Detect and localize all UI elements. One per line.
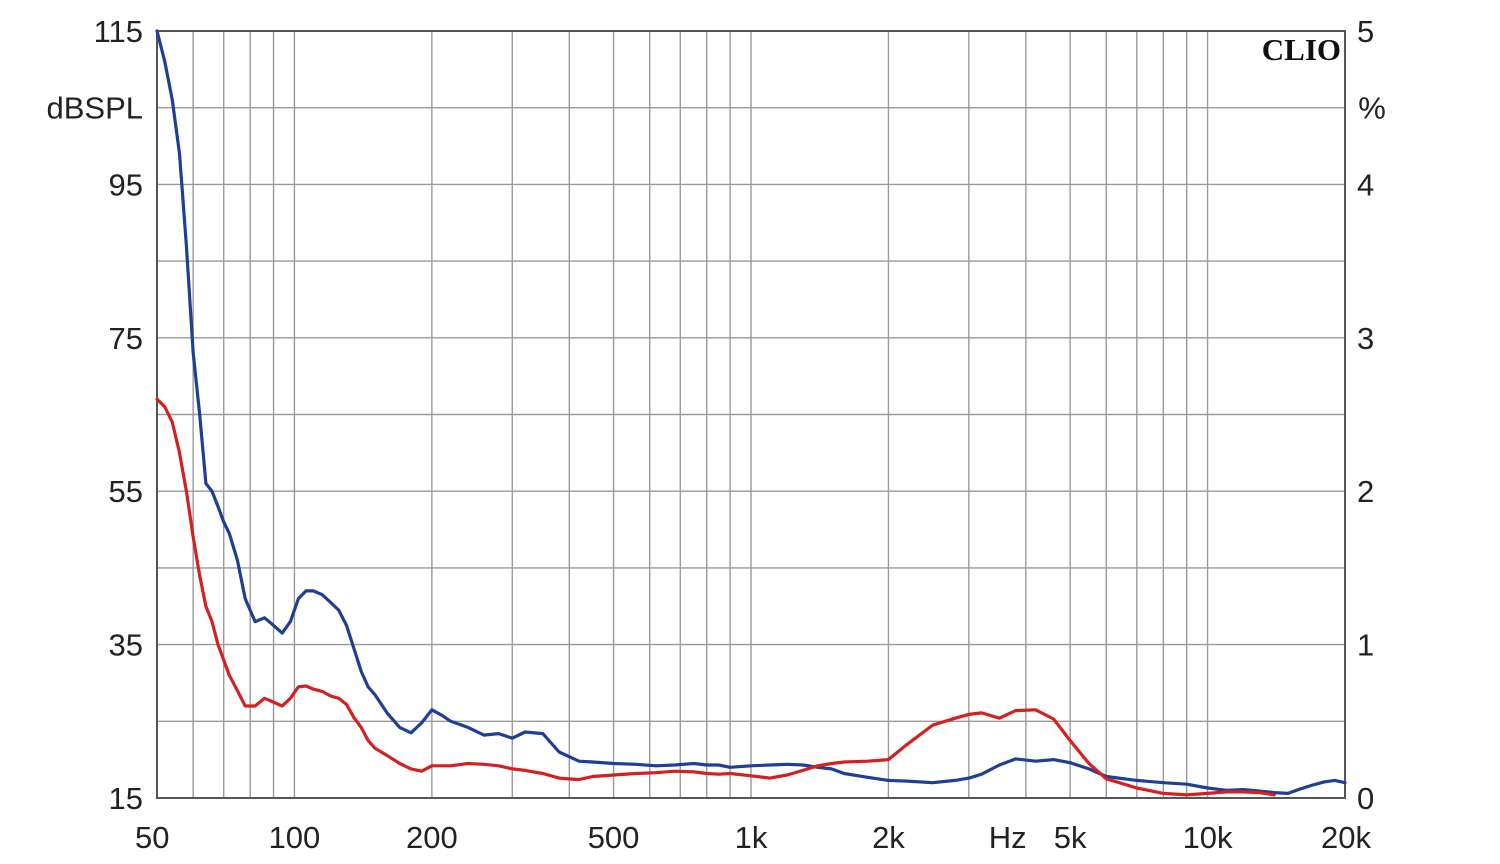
series-layer: [155, 29, 1347, 797]
y-tick-label-left: 35: [109, 628, 143, 663]
plot-frame: [156, 30, 1346, 799]
y-tick-label-left: 115: [94, 14, 143, 49]
x-axis-label: Hz: [989, 820, 1027, 855]
y-tick-label-right: 1: [1357, 628, 1374, 663]
axis-labels: dBSPL % Hz CLIO 15 35 55 75 95 115 0 1 2 3 4 5 50 100…: [46, 14, 1385, 855]
y-tick-label-right: 4: [1357, 167, 1374, 202]
y-tick-label-left: 95: [109, 167, 143, 202]
x-tick-label: 50: [135, 820, 169, 855]
y-axis-label-right: %: [1358, 91, 1386, 126]
series-line-2: [155, 397, 1276, 797]
x-tick-label: 200: [406, 820, 458, 855]
y-tick-label-right: 3: [1357, 321, 1374, 356]
y-tick-label-left: 15: [109, 781, 143, 816]
y-tick-label-right: 0: [1357, 781, 1374, 816]
x-tick-label: 20k: [1321, 820, 1371, 855]
y-tick-label-right: 2: [1357, 474, 1374, 509]
y-tick-label-left: 75: [109, 321, 143, 356]
x-tick-label: 10k: [1183, 820, 1233, 855]
x-tick-label: 100: [269, 820, 321, 855]
series-line-1: [155, 29, 1347, 796]
x-tick-label: 1k: [735, 820, 768, 855]
x-tick-label: 5k: [1054, 820, 1087, 855]
y-tick-label-left: 55: [109, 474, 143, 509]
x-tick-label: 2k: [872, 820, 905, 855]
x-tick-label: 500: [588, 820, 640, 855]
y-axis-label-left: dBSPL: [46, 91, 143, 126]
grid: [157, 31, 1345, 798]
y-tick-label-right: 5: [1357, 14, 1374, 49]
clio-brand-label: CLIO: [1262, 32, 1341, 67]
